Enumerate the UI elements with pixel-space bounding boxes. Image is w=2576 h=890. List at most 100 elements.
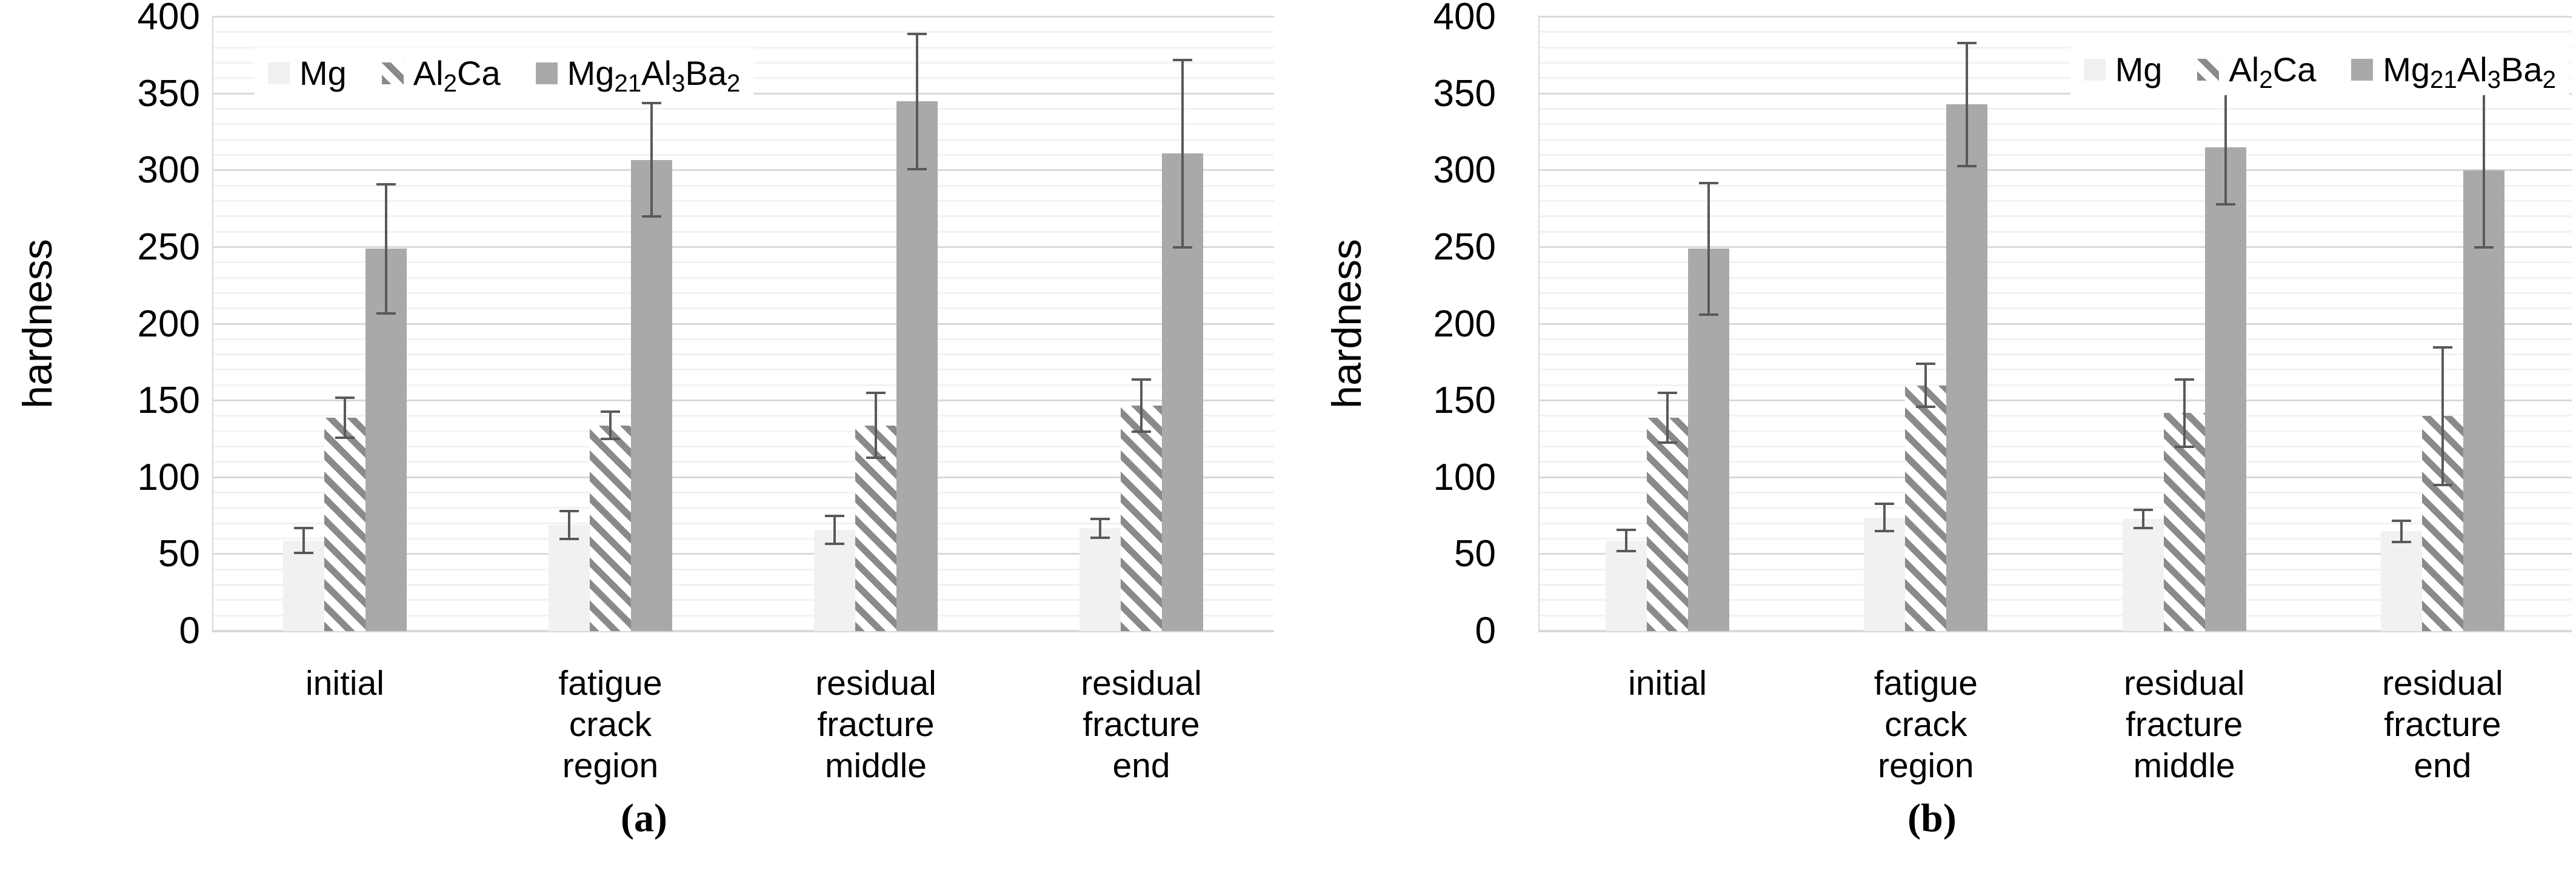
minor-gridline bbox=[1538, 31, 2572, 33]
bar-cell-Al2Ca bbox=[1905, 17, 1947, 631]
major-gridline bbox=[212, 553, 1274, 555]
y-tick-label: 0 bbox=[1475, 610, 1496, 652]
x-category-label: fatigue crack region bbox=[558, 664, 662, 785]
error-bar-cap-bottom bbox=[2432, 484, 2452, 487]
bar-cell-Al2Ca bbox=[1647, 17, 1689, 631]
y-axis-line bbox=[1538, 17, 1540, 631]
major-gridline bbox=[212, 246, 1274, 248]
error-bar-cap-top bbox=[907, 32, 927, 35]
minor-gridline bbox=[212, 461, 1274, 463]
y-tick-label: 250 bbox=[1433, 226, 1496, 268]
minor-gridline bbox=[1538, 199, 2572, 202]
x-category-label: residual fracture end bbox=[2382, 664, 2503, 785]
error-bar-cap-top bbox=[2174, 378, 2194, 381]
bar-cell-Mg21Al3Ba2 bbox=[1688, 17, 1730, 631]
legend-swatch-Al2Ca bbox=[381, 62, 404, 84]
minor-gridline bbox=[212, 261, 1274, 264]
bar-Al2Ca bbox=[1121, 405, 1162, 631]
y-tick-label: 350 bbox=[1433, 72, 1496, 115]
bar-cell-Mg bbox=[283, 17, 324, 631]
legend-item-Mg: Mg bbox=[2083, 50, 2162, 89]
error-bar-cap-top bbox=[2133, 508, 2153, 511]
minor-gridline bbox=[1538, 507, 2572, 509]
error-bar-cap-bottom bbox=[907, 167, 927, 170]
bar-cell-Al2Ca bbox=[855, 17, 896, 631]
y-axis-line bbox=[212, 17, 213, 631]
bar-cell-Mg21Al3Ba2 bbox=[1162, 17, 1203, 631]
bar-cell-Mg bbox=[2122, 17, 2164, 631]
bar-Al2Ca bbox=[324, 417, 365, 631]
error-bar-cap-top bbox=[1132, 378, 1151, 381]
legend-label-Al2Ca: Al2Ca bbox=[2229, 50, 2316, 93]
error-bar-cap-top bbox=[376, 183, 396, 186]
bar-cell-Al2Ca bbox=[324, 17, 365, 631]
bar-Mg bbox=[549, 525, 590, 631]
legend-label-text: Al bbox=[2229, 50, 2260, 89]
minor-gridline bbox=[1538, 230, 2572, 233]
error-bar-line bbox=[1666, 393, 1669, 443]
bar-cell-Mg21Al3Ba2 bbox=[1946, 17, 1988, 631]
legend-swatch-Mg bbox=[268, 62, 290, 84]
minor-gridline bbox=[212, 338, 1274, 340]
error-bar-line bbox=[1883, 503, 1886, 532]
bar-Mg21Al3Ba2 bbox=[631, 159, 672, 631]
error-bar-cap-top bbox=[294, 527, 313, 530]
legend-label-text: Ba bbox=[2501, 50, 2543, 89]
major-gridline bbox=[1538, 246, 2572, 248]
error-bar-line bbox=[609, 411, 612, 440]
error-bar-cap-top bbox=[642, 101, 661, 104]
minor-gridline bbox=[1538, 77, 2572, 79]
minor-gridline bbox=[1538, 184, 2572, 187]
legend-label-text: Mg bbox=[2383, 50, 2431, 89]
x-axis-line bbox=[1538, 630, 2572, 632]
error-bar-cap-bottom bbox=[559, 538, 579, 541]
plot-area: Mg Al2Ca Mg21Al3Ba2 bbox=[212, 16, 1274, 632]
major-gridline bbox=[1538, 323, 2572, 325]
y-tick-label: 200 bbox=[1433, 303, 1496, 345]
minor-gridline bbox=[212, 123, 1274, 125]
error-bar-cap-bottom bbox=[825, 542, 844, 545]
bar-cell-Mg bbox=[1079, 17, 1121, 631]
bar-Al2Ca bbox=[1905, 385, 1947, 631]
minor-gridline bbox=[1538, 369, 2572, 371]
bar-Mg21Al3Ba2 bbox=[1946, 104, 1988, 631]
error-bar-cap-bottom bbox=[1658, 441, 1678, 444]
minor-gridline bbox=[1538, 446, 2572, 448]
error-bar-cap-top bbox=[335, 396, 355, 400]
major-gridline bbox=[1538, 92, 2572, 95]
error-bar-cap-top bbox=[825, 515, 844, 518]
bar-cell-Mg21Al3Ba2 bbox=[365, 17, 407, 631]
bar-Mg bbox=[283, 540, 324, 631]
bar-Mg21Al3Ba2 bbox=[2204, 147, 2246, 631]
bar-cell-Mg21Al3Ba2 bbox=[631, 17, 672, 631]
bar-Al2Ca bbox=[855, 425, 896, 631]
bar-Al2Ca bbox=[590, 425, 631, 631]
error-bar-line bbox=[2141, 509, 2144, 529]
error-bar-cap-bottom bbox=[1916, 406, 1936, 409]
major-gridline bbox=[212, 400, 1274, 402]
minor-gridline bbox=[1538, 522, 2572, 524]
minor-gridline bbox=[1538, 430, 2572, 432]
bar-cell-Mg bbox=[2380, 17, 2422, 631]
bar-Al2Ca bbox=[1647, 417, 1689, 631]
minor-gridline bbox=[1538, 415, 2572, 417]
error-bar-cap-bottom bbox=[1132, 430, 1151, 433]
legend: Mg Al2Ca Mg21Al3Ba2 bbox=[2070, 44, 2569, 95]
error-bar-cap-top bbox=[2391, 519, 2411, 522]
legend-label-text: Ba bbox=[685, 54, 727, 92]
x-category-label: initial bbox=[1628, 664, 1707, 703]
minor-gridline bbox=[212, 292, 1274, 294]
minor-gridline bbox=[1538, 568, 2572, 570]
error-bar-cap-top bbox=[601, 410, 620, 413]
minor-gridline bbox=[212, 369, 1274, 371]
legend-label-text: Al bbox=[413, 54, 444, 92]
bar-cell-Mg bbox=[814, 17, 855, 631]
chart-panel-a: hardness 0 50 100 150 200 250 300 350 400 Mg Al2C… bbox=[15, 0, 1274, 840]
y-tick-label: 200 bbox=[137, 303, 200, 345]
bar-group bbox=[2314, 17, 2572, 631]
error-bar-cap-top bbox=[1617, 528, 1637, 531]
error-bar-line bbox=[1625, 529, 1628, 552]
error-bar-line bbox=[2441, 347, 2444, 486]
legend-swatch-Al2Ca bbox=[2197, 58, 2220, 81]
